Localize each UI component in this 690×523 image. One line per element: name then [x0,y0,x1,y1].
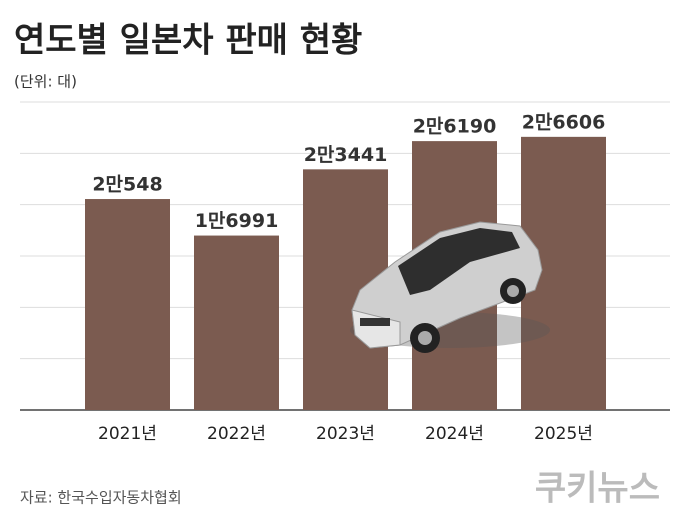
value-label: 2만3441 [304,144,388,166]
x-tick-label: 2023년 [316,424,375,444]
chart-title: 연도별 일본차 판매 현황 [14,21,362,61]
value-label: 1만6991 [195,210,279,232]
car-grille [360,318,390,326]
value-label: 2만6606 [522,111,606,133]
x-tick-label: 2025년 [534,424,593,444]
bar [85,199,170,410]
car-illustration [350,221,550,353]
x-tick-label: 2024년 [425,424,484,444]
source: 자료: 한국수입자동차협회 [20,489,182,507]
car-hub [418,331,432,345]
chart-subtitle: (단위: 대) [14,73,77,91]
car-hub [507,285,519,297]
value-label: 2만548 [92,174,162,196]
car-windows [398,228,520,295]
x-tick-label: 2021년 [98,424,157,444]
value-label: 2만6190 [413,116,497,138]
logo: 쿠키뉴스 [535,469,660,509]
x-tick-label: 2022년 [207,424,266,444]
bar [194,235,279,410]
